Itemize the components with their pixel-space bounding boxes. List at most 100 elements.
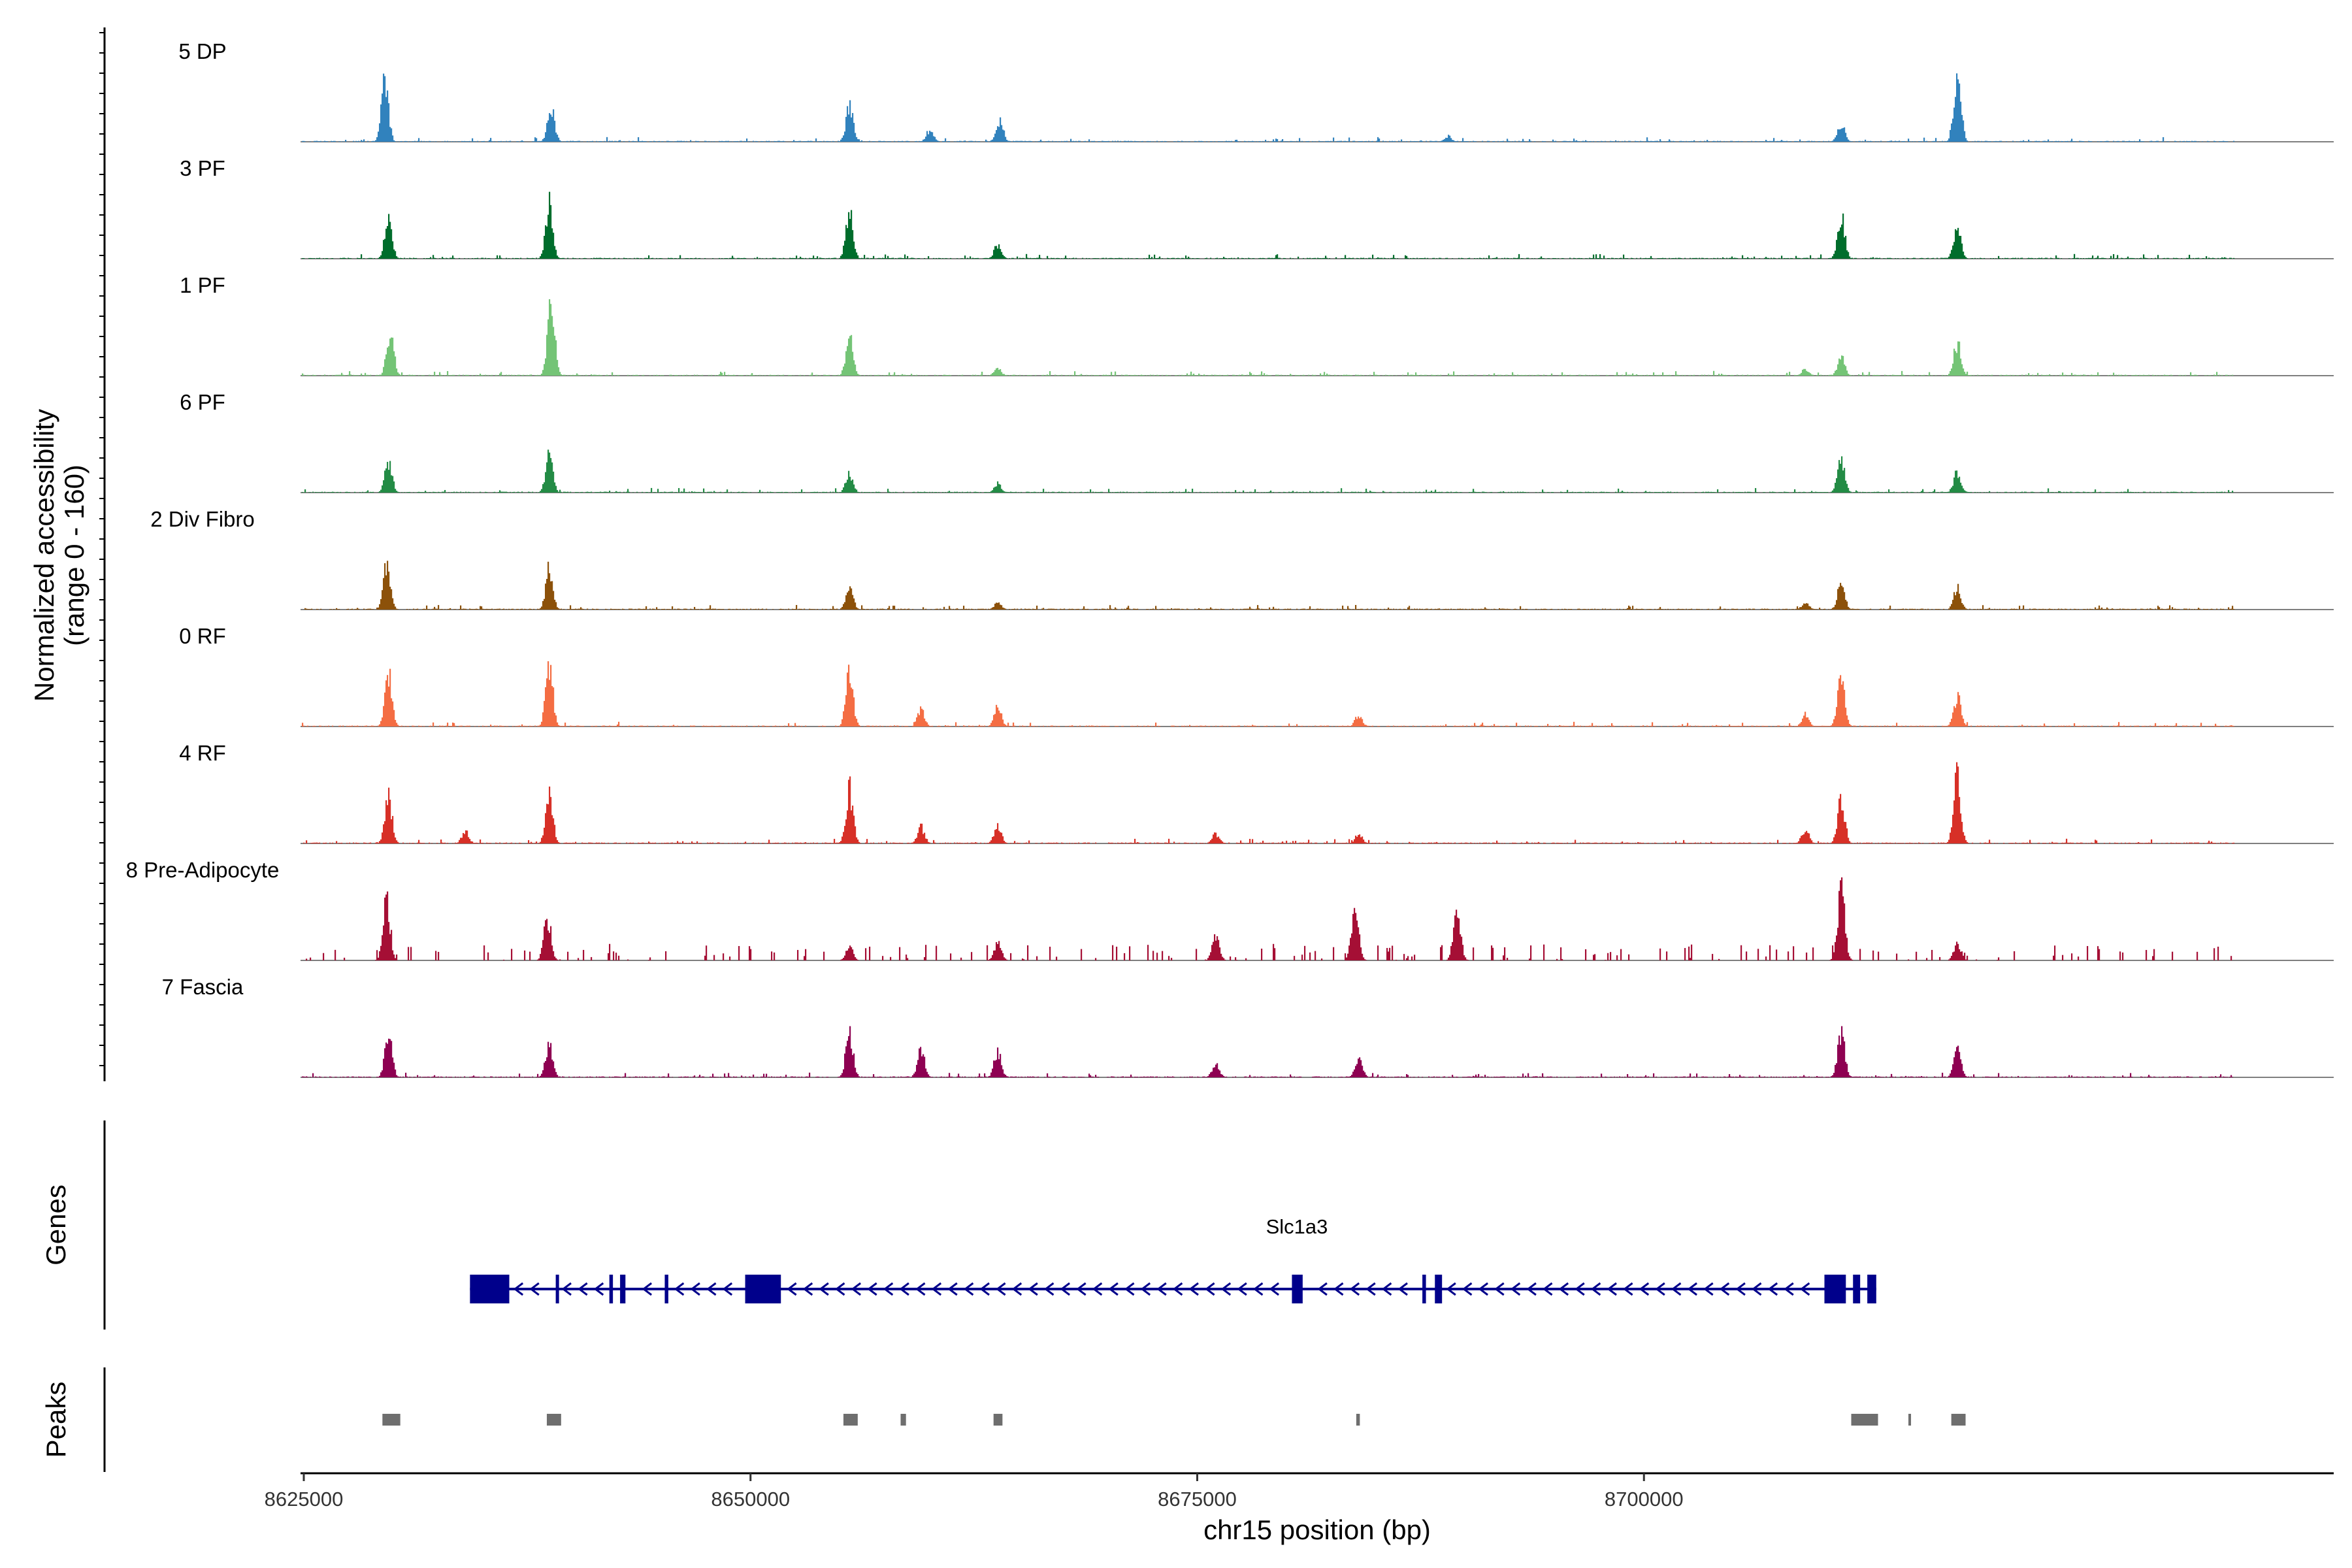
coverage-bar — [2063, 491, 2065, 493]
coverage-bar — [306, 726, 308, 727]
coverage-bar — [1461, 492, 1463, 493]
coverage-bar — [2151, 140, 2153, 142]
coverage-bar — [1066, 258, 1068, 259]
coverage-bar — [1725, 492, 1727, 493]
coverage-bar — [1901, 608, 1903, 610]
coverage-bar — [1815, 491, 1817, 493]
coverage-bar — [845, 225, 847, 259]
coverage-bar — [1013, 609, 1015, 610]
coverage-bar — [855, 133, 857, 142]
coverage-bar — [2232, 374, 2234, 376]
coverage-bar — [392, 476, 394, 493]
coverage-bar — [1065, 140, 1067, 142]
coverage-bar — [1019, 140, 1021, 142]
coverage-bar — [817, 609, 819, 610]
coverage-bar — [817, 374, 819, 376]
coverage-bar — [771, 375, 773, 376]
coverage-bar — [2173, 491, 2175, 493]
coverage-bar — [1380, 257, 1382, 259]
coverage-bar — [2216, 608, 2218, 610]
coverage-bar — [474, 609, 476, 610]
coverage-bar — [393, 604, 395, 610]
coverage-bar — [372, 491, 374, 493]
coverage-bar — [1439, 141, 1441, 142]
coverage-bar — [823, 140, 825, 142]
coverage-bar — [1662, 491, 1664, 493]
coverage-bar — [1518, 375, 1520, 376]
coverage-bar — [832, 606, 834, 610]
coverage-bar — [1440, 374, 1442, 376]
coverage-bar — [689, 375, 691, 376]
coverage-bar — [1963, 120, 1965, 142]
coverage-bar — [359, 492, 361, 493]
coverage-bar — [1265, 375, 1267, 376]
coverage-bar — [615, 491, 617, 493]
coverage-bar — [621, 726, 623, 727]
coverage-bar — [1874, 491, 1876, 493]
coverage-bar — [1895, 609, 1897, 610]
coverage-bar — [2166, 257, 2168, 259]
coverage-bar — [1007, 140, 1009, 142]
coverage-bar — [851, 210, 853, 259]
coverage-bar — [1795, 492, 1797, 493]
coverage-bar — [925, 137, 927, 142]
coverage-bar — [1411, 608, 1413, 610]
coverage-bar — [852, 112, 854, 142]
coverage-bar — [1554, 141, 1556, 142]
coverage-bar — [2002, 258, 2004, 259]
coverage-bar — [1249, 372, 1251, 376]
coverage-bar — [385, 575, 387, 610]
coverage-bar — [1580, 374, 1582, 376]
coverage-bar — [2121, 491, 2123, 493]
coverage-bar — [433, 141, 434, 142]
coverage-bar — [1539, 492, 1541, 493]
coverage-bar — [1271, 141, 1273, 142]
coverage-bar — [395, 719, 397, 727]
coverage-bar — [1211, 374, 1213, 376]
coverage-bar — [710, 605, 711, 610]
coverage-bar — [498, 258, 500, 259]
coverage-bar — [698, 140, 700, 142]
coverage-bar — [1480, 608, 1482, 610]
coverage-bar — [585, 374, 587, 376]
coverage-bar — [1040, 492, 1042, 493]
coverage-bar — [843, 367, 845, 376]
coverage-bar — [1262, 609, 1264, 610]
coverage-bar — [2225, 257, 2227, 259]
coverage-bar — [1264, 492, 1266, 493]
coverage-bar — [1950, 253, 1952, 259]
coverage-bar — [353, 374, 355, 376]
coverage-bar — [2055, 492, 2057, 493]
coverage-bar — [1955, 470, 1957, 493]
coverage-bar — [1109, 257, 1111, 259]
coverage-bar — [936, 492, 938, 493]
coverage-bar — [2003, 609, 2005, 610]
coverage-bar — [2054, 141, 2056, 142]
coverage-bar — [464, 608, 466, 610]
coverage-bar — [1957, 478, 1959, 493]
coverage-bar — [728, 374, 730, 376]
coverage-bar — [725, 258, 727, 259]
coverage-bar — [2190, 372, 2192, 376]
coverage-bar — [615, 726, 617, 727]
coverage-bar — [1577, 258, 1579, 259]
coverage-bar — [345, 258, 347, 259]
coverage-bar — [1731, 256, 1733, 259]
coverage-bar — [987, 375, 988, 376]
coverage-bar — [451, 492, 453, 493]
coverage-bar — [1141, 374, 1143, 376]
coverage-bar — [1456, 141, 1458, 142]
coverage-bar — [1429, 140, 1431, 142]
coverage-bar — [1922, 489, 1924, 493]
coverage-bar — [1977, 140, 1979, 142]
coverage-bar — [2211, 258, 2213, 259]
coverage-bar — [830, 141, 832, 142]
coverage-bar — [442, 257, 444, 259]
coverage-bar — [1163, 609, 1165, 610]
coverage-bar — [984, 257, 986, 259]
coverage-bar — [1819, 492, 1821, 493]
coverage-bar — [541, 253, 543, 259]
coverage-bar — [613, 609, 615, 610]
coverage-bar — [1168, 258, 1170, 259]
coverage-bar — [1657, 609, 1659, 610]
